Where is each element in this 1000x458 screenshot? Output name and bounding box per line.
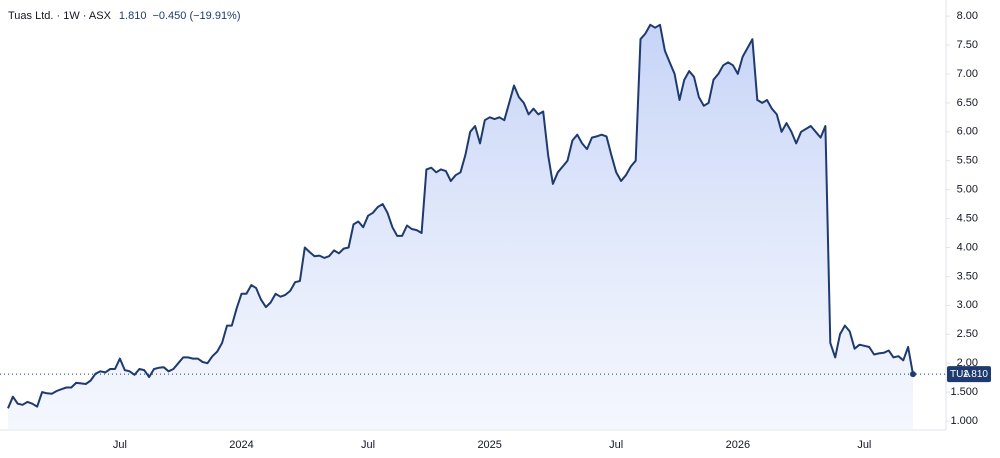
- y-tick-label: 6.50: [957, 97, 978, 109]
- price-change: −0.450 (−19.91%): [152, 10, 240, 22]
- x-tick-label: Jul: [113, 439, 127, 451]
- x-tick-label: Jul: [361, 439, 375, 451]
- y-tick-label: 5.00: [957, 184, 978, 196]
- symbol-name: Tuas Ltd. · 1W · ASX: [8, 10, 112, 22]
- y-tick-label: 7.50: [957, 39, 978, 51]
- x-tick-label: 2024: [229, 439, 253, 451]
- last-price: 1.810: [119, 10, 147, 22]
- y-tick-label: 4.00: [957, 241, 978, 253]
- y-tick-label: 2.00: [957, 357, 978, 369]
- y-tick-label: 5.50: [957, 155, 978, 167]
- x-tick-label: 2026: [726, 439, 750, 451]
- y-tick-label: 3.50: [957, 270, 978, 282]
- y-tick-label: 7.00: [957, 68, 978, 80]
- price-label-bg: [947, 366, 991, 383]
- y-tick-label: 1.000: [950, 415, 978, 427]
- x-tick-label: 2025: [477, 439, 501, 451]
- x-tick-label: Jul: [609, 439, 623, 451]
- y-tick-label: 4.50: [957, 212, 978, 224]
- last-point: [910, 371, 916, 378]
- y-tick-label: 2.50: [957, 328, 978, 340]
- price-label-symbol: TUA: [950, 369, 970, 380]
- header: Tuas Ltd. · 1W · ASX 1.810 −0.450 (−19.91%…: [8, 10, 241, 22]
- y-tick-label: 8.00: [957, 10, 978, 22]
- y-tick-label: 6.00: [957, 126, 978, 138]
- price-label-value: 1.810: [963, 369, 988, 380]
- x-tick-label: Jul: [857, 439, 871, 451]
- y-tick-label: 3.00: [957, 299, 978, 311]
- area-fill: [8, 24, 913, 431]
- y-tick-label: 1.500: [950, 386, 978, 398]
- price-line: [7, 23, 914, 409]
